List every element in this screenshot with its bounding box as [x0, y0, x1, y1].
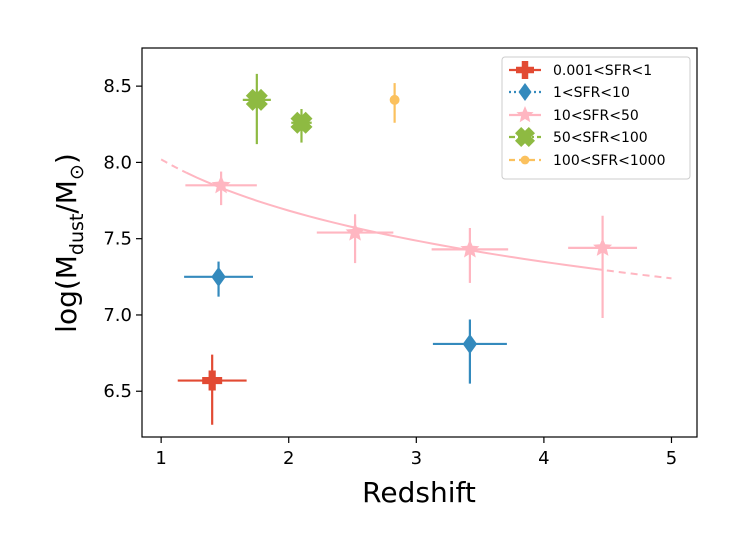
series-2-point-0-marker	[211, 175, 231, 194]
series-2-point-1-marker	[345, 222, 365, 241]
series-1-point-1	[432, 319, 507, 384]
series-1-point-1-marker	[462, 333, 478, 354]
series-4-point-0	[389, 83, 400, 123]
series-3-point-0	[242, 73, 271, 145]
plot-frame	[141, 47, 698, 438]
y-axis-label-main: log(M	[50, 255, 83, 333]
series-3-point-1-marker	[290, 111, 313, 134]
y-tick-label-2: 7.5	[103, 229, 132, 250]
series-1-point-0-marker	[211, 266, 226, 287]
plot-layer	[160, 73, 672, 425]
legend-label-3: 50<SFR<100	[553, 130, 648, 146]
legend-label-2: 10<SFR<50	[553, 108, 639, 124]
y-axis-label: log(Mdust/M⊙)	[50, 153, 88, 333]
legend-label-0: 0.001<SFR<1	[553, 63, 652, 79]
series-2-point-3-marker	[593, 237, 613, 256]
ticks-layer: 1 2 3 4 5 6.5 7.0 7.5 8.0 8.5	[103, 76, 677, 469]
fit-curve-solid	[186, 171, 596, 270]
y-tick-label-3: 8.0	[103, 152, 132, 173]
y-axis-label-sub-sun: ⊙	[66, 164, 88, 180]
legend-label-1: 1<SFR<10	[553, 85, 630, 101]
y-tick-label-4: 8.5	[103, 76, 132, 97]
legend-marker-3	[515, 127, 535, 147]
x-tick-label-1: 2	[283, 448, 294, 469]
legend-label-4: 100<SFR<1000	[553, 153, 665, 169]
y-axis-label-sub-dust: dust	[66, 214, 88, 255]
legend: 0.001<SFR<1 1<SFR<10 10<SFR<50 50<SFR<10…	[501, 56, 691, 180]
series-4-point-0-marker	[389, 94, 400, 105]
series-2-point-1	[316, 214, 394, 264]
series-2-point-3	[568, 215, 638, 319]
legend-marker-4	[520, 155, 530, 165]
series-2-point-2	[431, 228, 509, 283]
legend-marker-0	[516, 61, 534, 79]
x-tick-label-4: 5	[666, 448, 677, 469]
series-0-point-0-marker	[202, 370, 223, 391]
series-2-point-0	[185, 171, 257, 206]
y-axis-label-end: )	[50, 153, 83, 164]
fit-curve-dashed-low	[160, 158, 188, 174]
legend-marker-1	[518, 83, 532, 101]
series-3-point-1	[290, 109, 313, 143]
x-axis-label: Redshift	[362, 476, 476, 509]
fit-curve-dashed-high	[594, 267, 672, 280]
series-3-point-0-marker	[245, 88, 268, 111]
x-tick-label-0: 1	[155, 448, 166, 469]
x-tick-label-3: 4	[538, 448, 549, 469]
legend-items	[509, 61, 541, 165]
y-tick-label-1: 7.0	[103, 305, 132, 326]
legend-marker-2	[516, 106, 534, 123]
legend-frame	[501, 56, 691, 180]
series-2-point-2-marker	[460, 239, 480, 258]
y-axis-label-mid: /M	[50, 180, 83, 214]
series-0-point-0	[177, 354, 247, 425]
series-1-point-0	[184, 261, 253, 297]
x-tick-label-2: 3	[411, 448, 422, 469]
y-tick-label-0: 6.5	[103, 381, 132, 402]
